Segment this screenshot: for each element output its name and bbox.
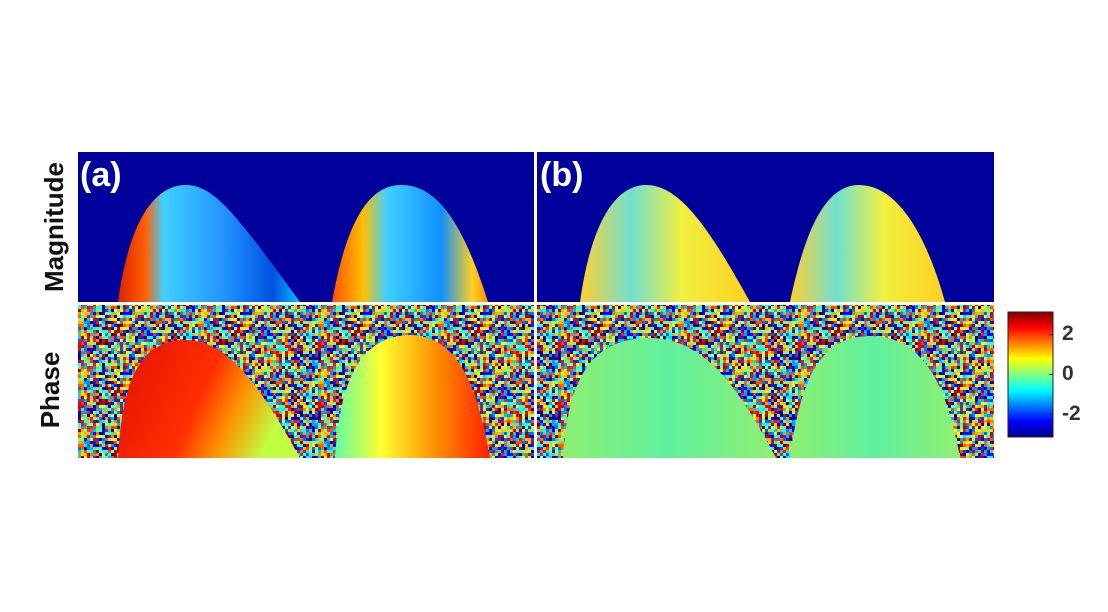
tissue	[790, 336, 960, 458]
panel-label: (b)	[540, 156, 583, 194]
tissue	[118, 340, 300, 458]
row-label: Magnitude	[39, 162, 69, 292]
colorbar-tick-label: -2	[1062, 402, 1081, 425]
tissue	[335, 335, 490, 458]
row-label: Phase	[35, 352, 65, 429]
colorbar-ticks: 2 0 -2	[1049, 322, 1081, 425]
colorbar-tick-label: 2	[1062, 322, 1074, 345]
tissue	[563, 338, 776, 458]
tissue	[118, 184, 300, 302]
panel-label: (a)	[80, 156, 122, 194]
tissue	[580, 184, 750, 302]
colorbar-tick-label: 0	[1062, 362, 1074, 385]
tissue	[332, 184, 488, 302]
tissue	[790, 184, 945, 302]
colorbar	[1007, 311, 1054, 438]
